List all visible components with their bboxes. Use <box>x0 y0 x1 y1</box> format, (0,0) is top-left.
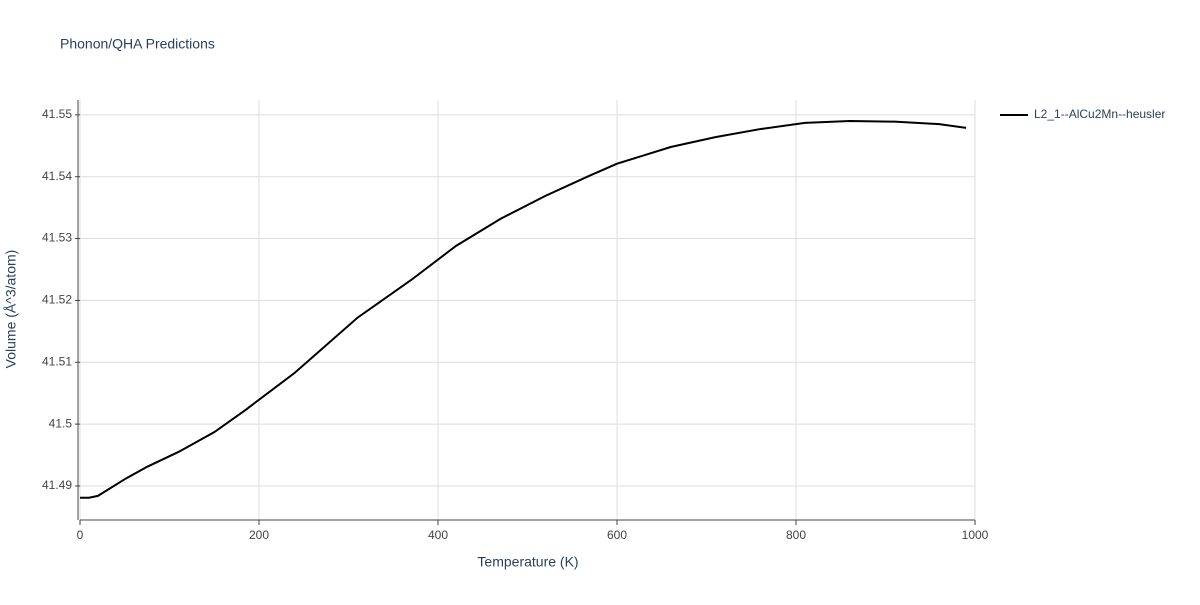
data-line <box>80 120 967 499</box>
x-tick-label: 0 <box>77 528 84 542</box>
y-axis-title: Volume (Å^3/atom) <box>3 250 19 369</box>
legend-label: L2_1--AlCu2Mn--heusler <box>1034 107 1165 121</box>
x-tick-label: 400 <box>428 528 448 542</box>
y-tick-label: 41.55 <box>42 107 72 121</box>
y-tick-label: 41.49 <box>42 478 72 492</box>
y-tick-label: 41.51 <box>42 354 72 368</box>
y-tick-label: 41.54 <box>42 169 72 183</box>
x-tick-label: 600 <box>607 528 627 542</box>
x-tick-label: 200 <box>249 528 269 542</box>
x-tick-label: 800 <box>786 528 806 542</box>
x-axis-title: Temperature (K) <box>477 554 578 570</box>
x-tick-label: 1000 <box>962 528 989 542</box>
y-tick-label: 41.53 <box>42 231 72 245</box>
chart-title: Phonon/QHA Predictions <box>60 36 215 52</box>
y-tick-label: 41.5 <box>49 416 73 430</box>
y-tick-label: 41.52 <box>42 293 72 307</box>
